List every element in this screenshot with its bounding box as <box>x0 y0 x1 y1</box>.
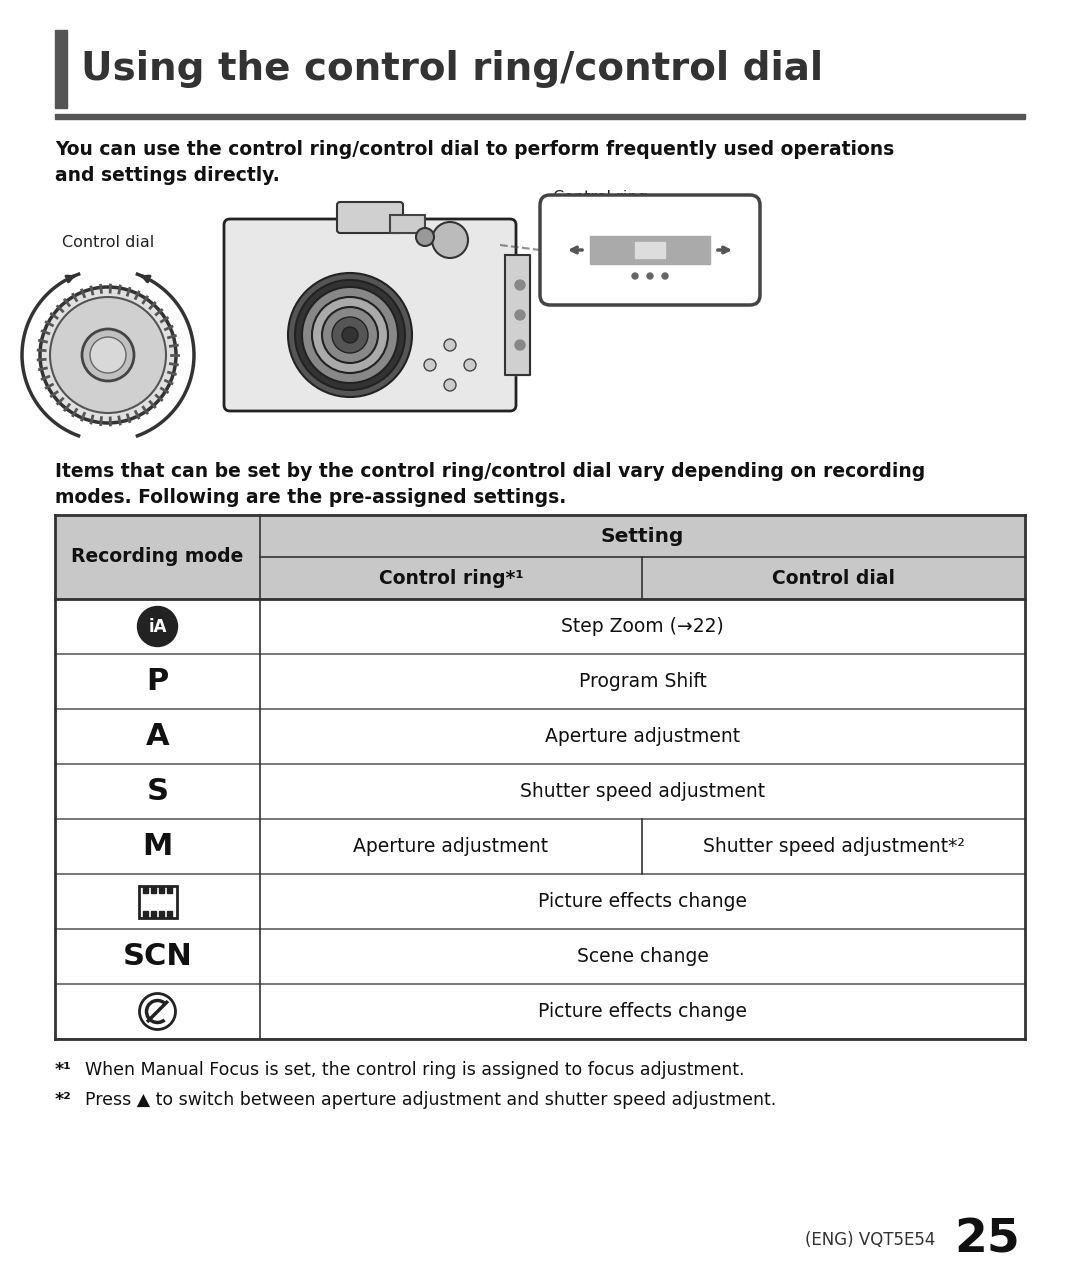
Bar <box>55 114 1025 120</box>
Circle shape <box>432 222 468 258</box>
Bar <box>55 654 1025 709</box>
Polygon shape <box>505 254 530 375</box>
Bar <box>635 242 665 258</box>
Bar <box>55 929 1025 984</box>
Circle shape <box>137 607 177 646</box>
Circle shape <box>302 287 399 383</box>
Bar <box>55 515 1025 599</box>
Bar <box>159 887 163 893</box>
Circle shape <box>416 227 434 245</box>
Text: Control ring: Control ring <box>553 190 647 206</box>
Text: Control ring*¹: Control ring*¹ <box>379 568 524 587</box>
Circle shape <box>464 359 476 371</box>
Circle shape <box>82 329 134 380</box>
Circle shape <box>662 272 669 279</box>
Text: Items that can be set by the control ring/control dial vary depending on recordi: Items that can be set by the control rin… <box>55 463 926 481</box>
Circle shape <box>288 272 411 397</box>
Bar <box>150 887 156 893</box>
Text: *¹: *¹ <box>55 1061 72 1079</box>
FancyBboxPatch shape <box>540 195 760 305</box>
Text: and settings directly.: and settings directly. <box>55 166 280 185</box>
Bar <box>143 887 148 893</box>
Circle shape <box>632 272 638 279</box>
Bar <box>143 911 148 916</box>
Text: 25: 25 <box>955 1217 1020 1262</box>
Circle shape <box>444 339 456 351</box>
Circle shape <box>647 272 653 279</box>
Text: M: M <box>143 831 173 861</box>
Bar <box>138 885 176 917</box>
Circle shape <box>312 297 388 373</box>
Circle shape <box>515 310 525 320</box>
Text: Control dial: Control dial <box>62 235 154 251</box>
Text: Program Shift: Program Shift <box>579 672 706 691</box>
Text: Shutter speed adjustment*²: Shutter speed adjustment*² <box>703 837 964 856</box>
Text: Aperture adjustment: Aperture adjustment <box>353 837 549 856</box>
Circle shape <box>515 280 525 290</box>
Text: You can use the control ring/control dial to perform frequently used operations: You can use the control ring/control dia… <box>55 140 894 159</box>
Circle shape <box>139 993 175 1029</box>
Bar <box>159 911 163 916</box>
Circle shape <box>50 297 166 412</box>
Circle shape <box>444 379 456 391</box>
Text: Picture effects change: Picture effects change <box>538 1002 747 1022</box>
Text: When Manual Focus is set, the control ring is assigned to focus adjustment.: When Manual Focus is set, the control ri… <box>85 1061 744 1079</box>
Bar <box>55 765 1025 819</box>
Circle shape <box>322 307 378 362</box>
Text: Setting: Setting <box>600 527 685 546</box>
Text: (ENG) VQT5E54: (ENG) VQT5E54 <box>805 1231 935 1249</box>
Bar <box>166 887 172 893</box>
Text: Aperture adjustment: Aperture adjustment <box>545 727 740 747</box>
Text: iA: iA <box>148 618 166 636</box>
Text: *²: *² <box>55 1091 72 1109</box>
Bar <box>55 709 1025 765</box>
Circle shape <box>295 280 405 391</box>
Circle shape <box>90 337 126 373</box>
Circle shape <box>40 287 176 423</box>
Text: Press ▲ to switch between aperture adjustment and shutter speed adjustment.: Press ▲ to switch between aperture adjus… <box>85 1091 777 1109</box>
Bar <box>55 984 1025 1040</box>
Circle shape <box>515 341 525 350</box>
Bar <box>590 236 710 263</box>
Bar <box>55 30 67 108</box>
Text: SCN: SCN <box>123 942 192 971</box>
Bar <box>390 215 426 233</box>
Text: S: S <box>147 777 168 806</box>
Circle shape <box>332 317 368 353</box>
Bar <box>55 874 1025 929</box>
Text: modes. Following are the pre-assigned settings.: modes. Following are the pre-assigned se… <box>55 488 566 508</box>
Text: A: A <box>146 722 170 750</box>
Text: Scene change: Scene change <box>577 947 708 966</box>
Text: Control dial: Control dial <box>772 568 895 587</box>
Bar <box>55 819 1025 874</box>
Text: Recording mode: Recording mode <box>71 547 244 567</box>
Text: Using the control ring/control dial: Using the control ring/control dial <box>81 50 823 87</box>
Text: Step Zoom (→22): Step Zoom (→22) <box>562 617 724 636</box>
Text: P: P <box>147 667 168 696</box>
FancyBboxPatch shape <box>224 218 516 411</box>
Bar <box>150 911 156 916</box>
Bar <box>55 599 1025 654</box>
Circle shape <box>424 359 436 371</box>
Bar <box>166 911 172 916</box>
Text: Picture effects change: Picture effects change <box>538 892 747 911</box>
FancyBboxPatch shape <box>337 202 403 233</box>
Circle shape <box>342 326 357 343</box>
Text: Shutter speed adjustment: Shutter speed adjustment <box>519 783 765 801</box>
